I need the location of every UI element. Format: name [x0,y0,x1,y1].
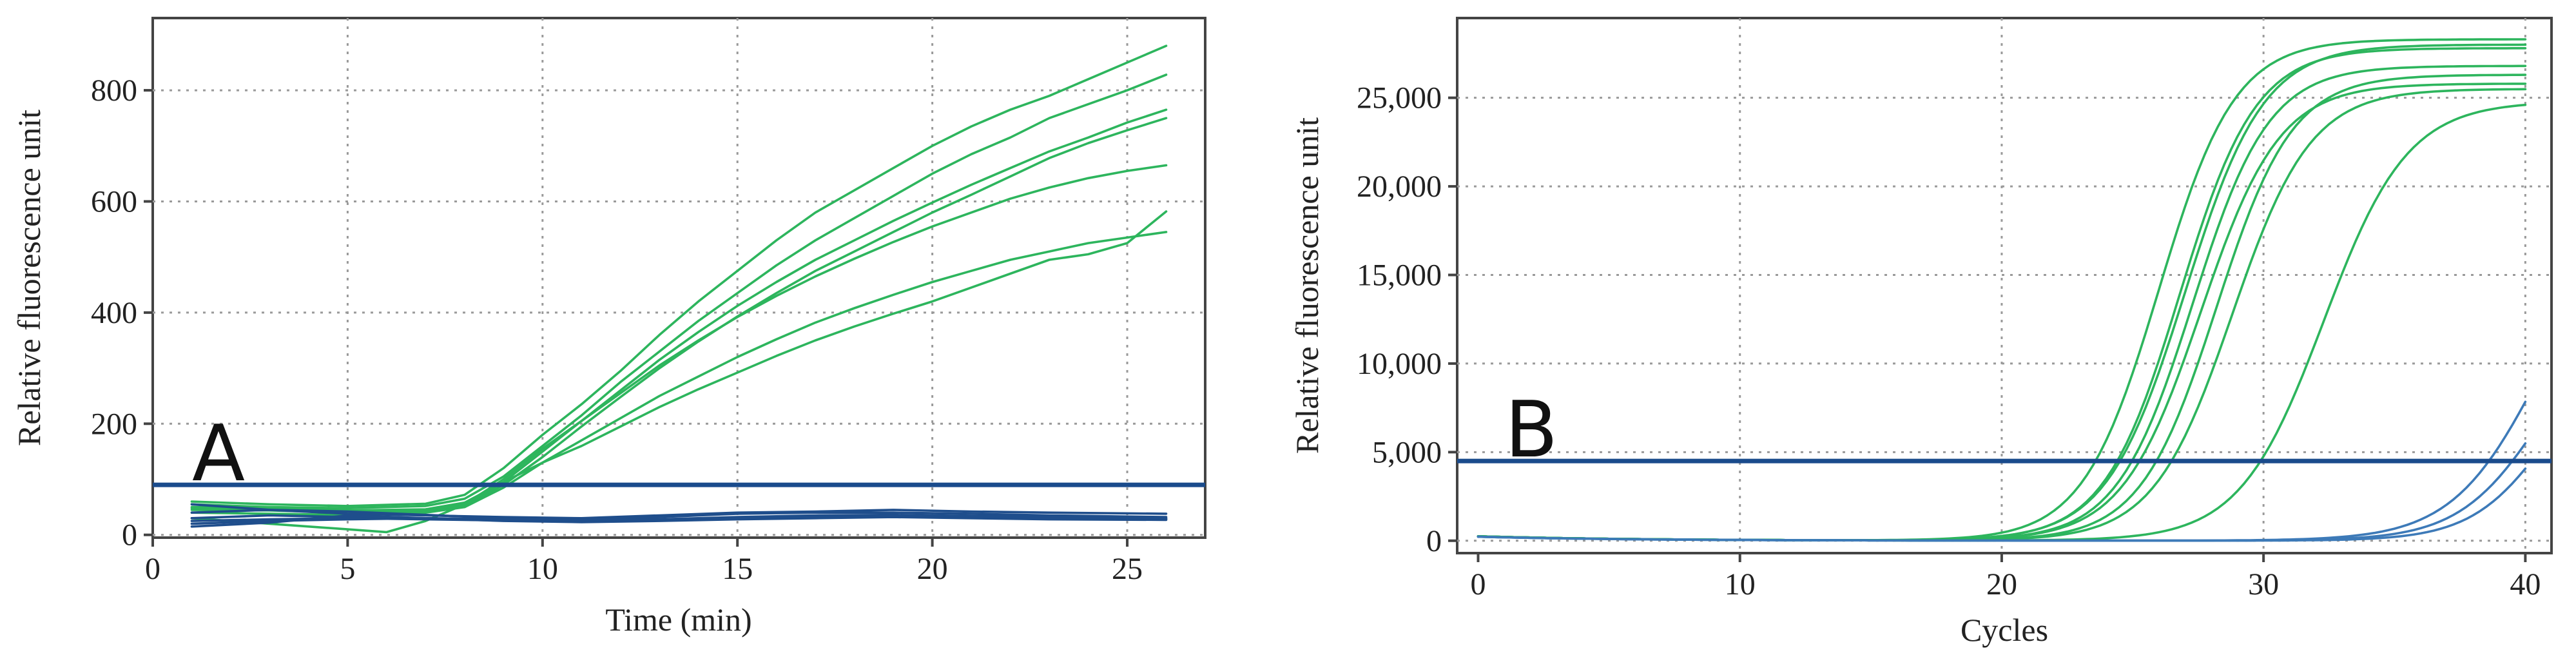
panel-a-positive-curve [190,108,1168,512]
panel-a-plot-frame [151,17,1206,539]
panel-a-negative-curve [190,509,1168,521]
panel-b-y-tick-label: 10,000 [1357,347,1442,381]
panel-a-positive-curve [190,231,1168,516]
panel-a-x-tick-label: 10 [527,552,558,586]
panel-b-y-tick-label: 15,000 [1357,259,1442,293]
panel-b-plot-frame [1456,17,2553,554]
panel-b-ticks: 0 10 20 30 40 0 5,000 10,000 15,000 20,000 25,000 [1357,81,2541,601]
panel-a-letter: A [192,409,245,499]
panel-a-x-tick-label: 5 [340,552,355,586]
panel-a-negative-curve [190,514,1168,528]
panel-a-grid [153,18,1205,538]
panel-b-negative-curve [1477,442,2527,542]
panel-b-chart: 0 10 20 30 4005,00010,00015,00020,00025,000 … [1289,17,2553,648]
panel-b-positive-curve [1477,38,2527,542]
panel-a-y-tick-label: 200 [91,407,137,441]
panel-a-ticks: 0 5 10 15 20 25 0 200 400 600 800 [91,73,1143,586]
panel-a-positive-curve [190,73,1168,510]
panel-a-x-tick-label: 0 [145,552,160,586]
panel-a-y-tick-label: 600 [91,184,137,219]
panel-b-negative-curve [1477,467,2527,542]
panel-b-x-tick-label: 10 [1725,567,1756,601]
panel-a-negative-curve [190,514,1168,525]
panel-a-chart: 0 5 10 15 20 25 0 200 400 600 800 Time (min) Relat… [11,17,1206,638]
panel-b-series [1457,38,2552,542]
panel-a-y-axis-label: Relative fluorescence unit [11,110,47,446]
panel-a-positive-curve [190,164,1168,513]
panel-b-y-tick-label: 5,000 [1372,435,1442,469]
panel-a-x-tick-label: 25 [1112,552,1143,586]
panel-a-y-tick-label: 800 [91,73,137,108]
panel-a-y-tick-label: 400 [91,296,137,330]
panel-a-y-tick-label: 0 [122,518,137,552]
panel-a-x-tick-label: 20 [917,552,948,586]
panel-b-y-axis-label: Relative fluorescence unit [1289,117,1325,454]
panel-a-positive-curve [190,44,1168,507]
panel-a-series [153,44,1205,534]
panel-b-letter: B [1505,386,1558,475]
panel-b-x-tick-label: 20 [1986,567,2017,601]
panel-a-negative-curve [190,503,1168,520]
panel-b-y-tick-label: 20,000 [1357,170,1442,204]
panel-a-positive-curve [190,117,1168,514]
panel-a-x-axis-label: Time (min) [605,601,751,638]
panel-b-x-tick-label: 0 [1470,567,1486,601]
panel-a-positive-curve [190,210,1168,534]
panel-b-y-tick-label: 0 [1426,524,1442,558]
panel-b-x-tick-label: 40 [2510,567,2541,601]
panel-b-x-axis-label: Cycles [1961,612,2048,648]
panel-b-x-tick-label: 30 [2248,567,2279,601]
panel-a-x-tick-label: 15 [722,552,753,586]
panel-b-y-tick-label: 25,000 [1357,81,1442,115]
panel-b-positive-curve [1477,47,2527,542]
